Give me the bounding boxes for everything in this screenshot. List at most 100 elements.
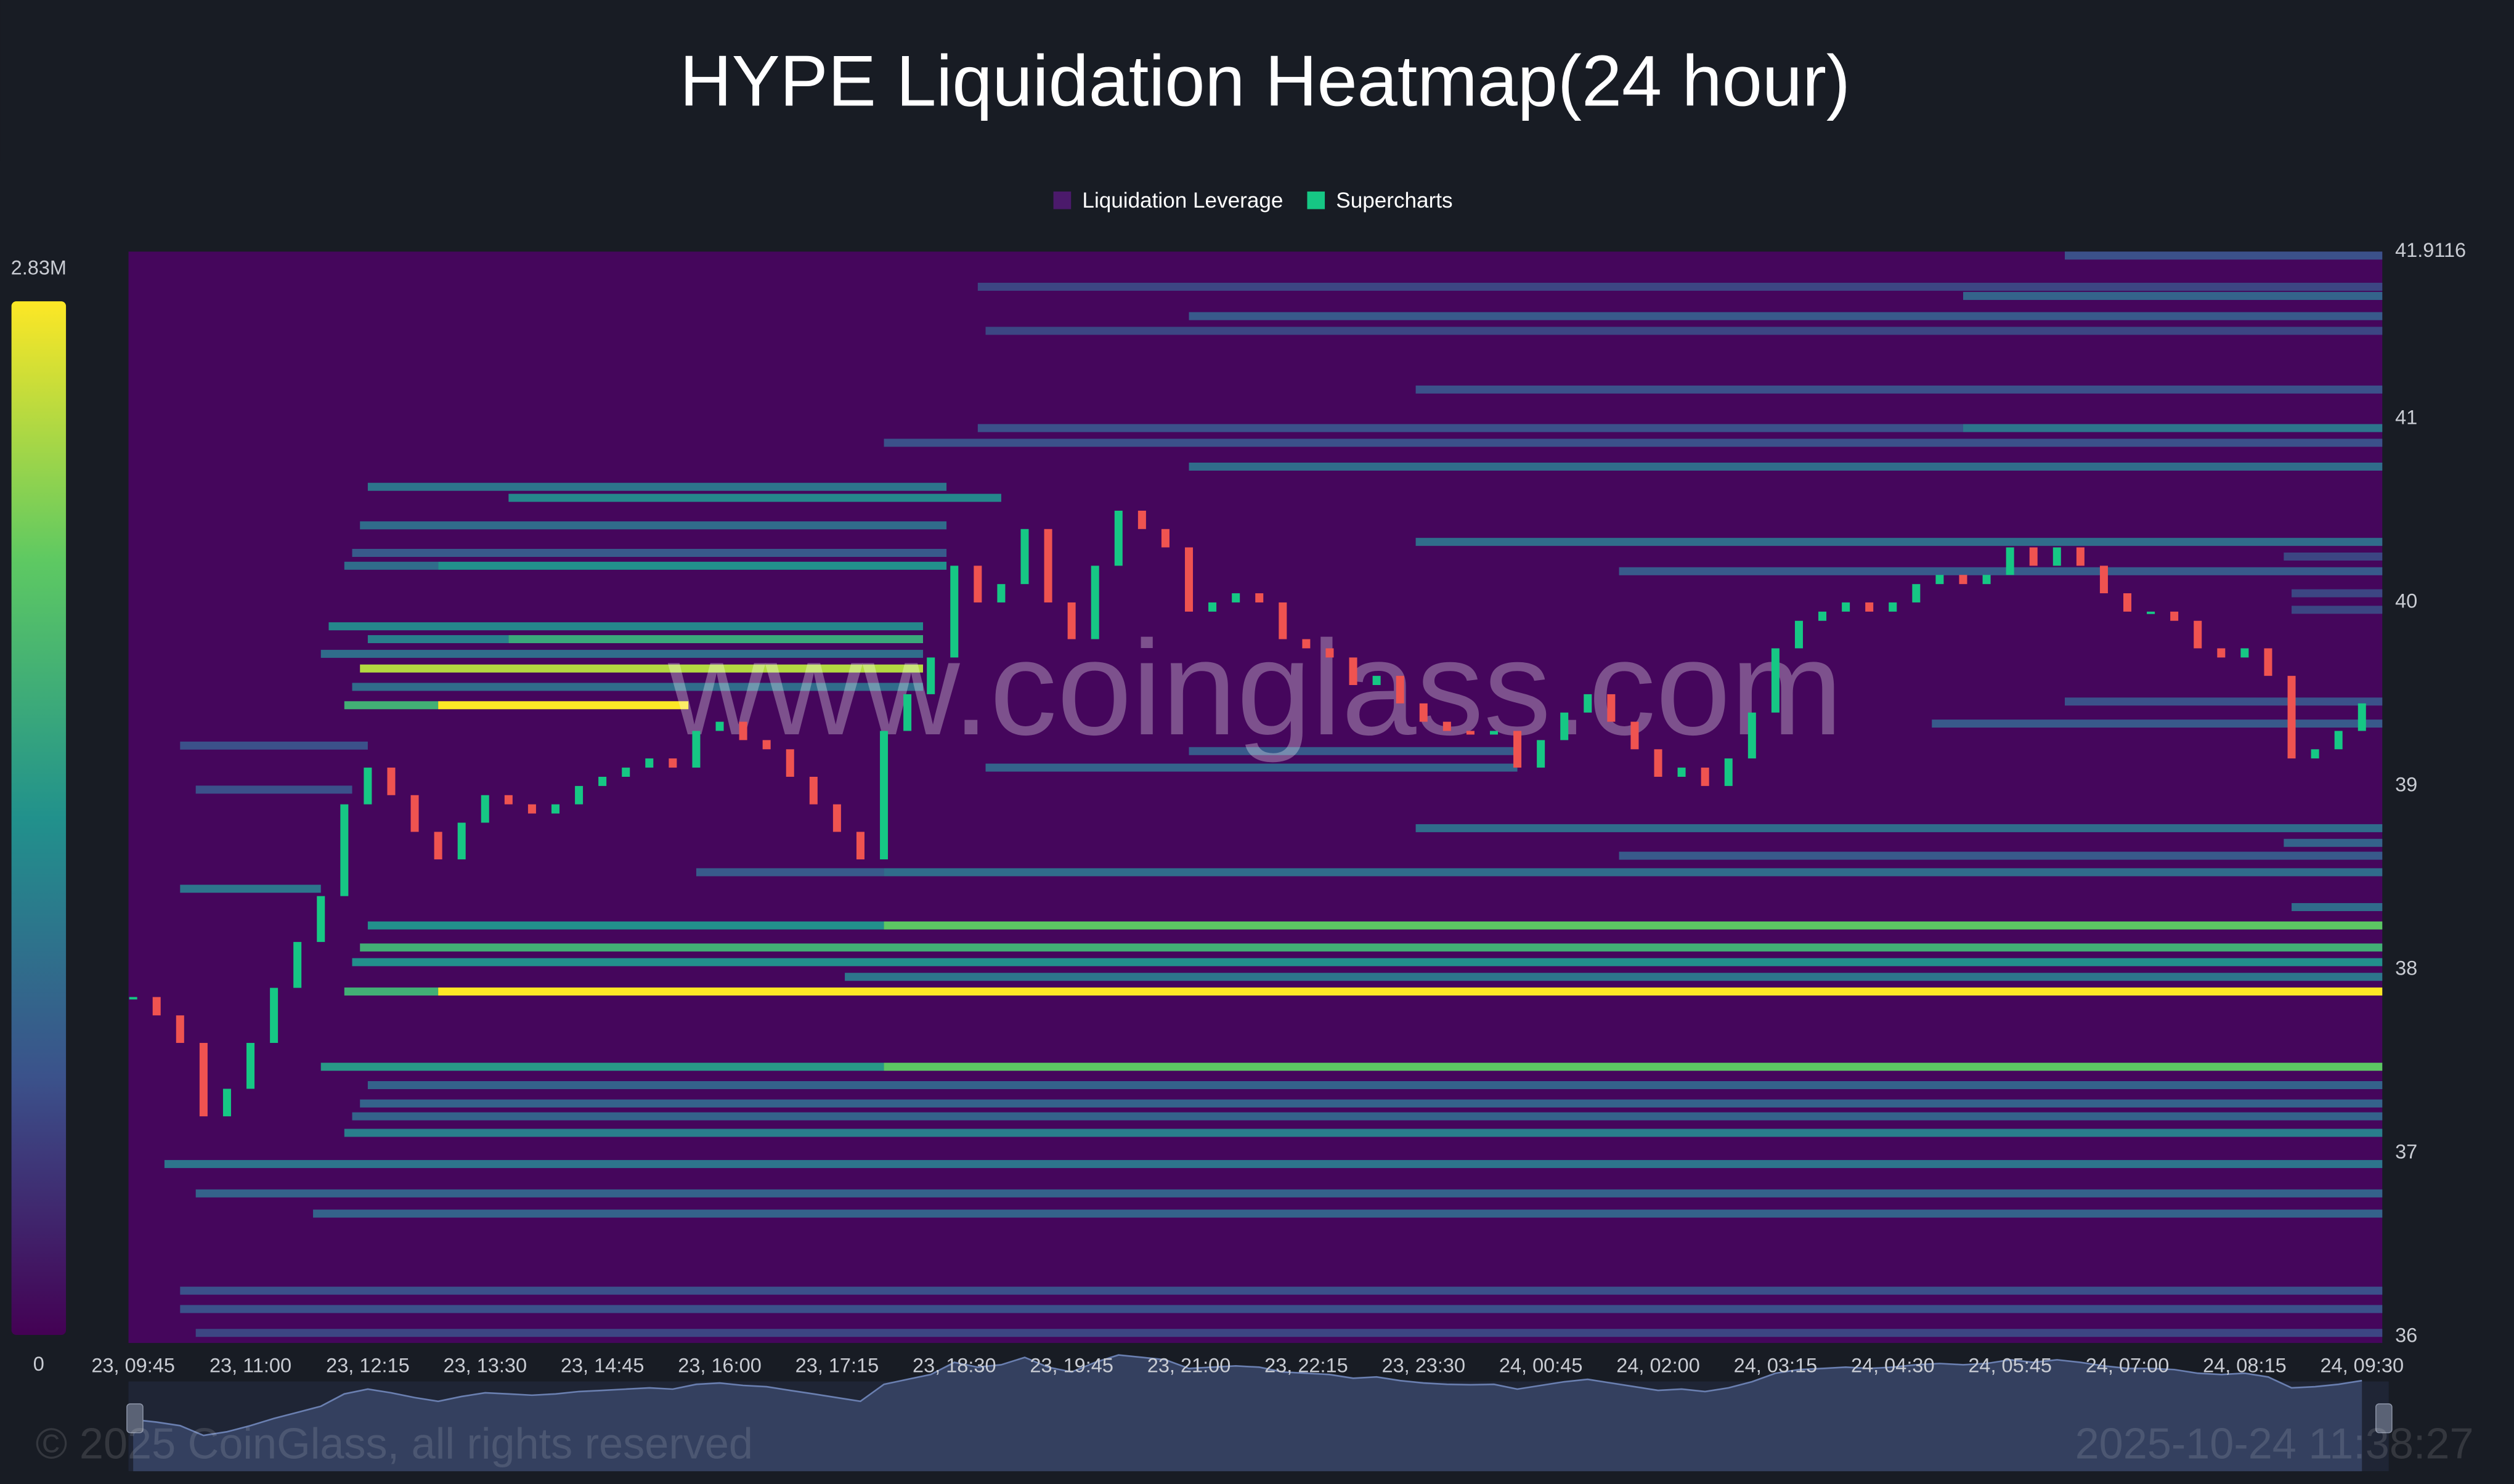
candle — [1889, 602, 1897, 612]
candle — [1466, 731, 1475, 735]
candle — [950, 566, 959, 658]
candle — [739, 721, 747, 740]
candle — [129, 997, 137, 1000]
x-tick-label: 23, 18:30 — [913, 1355, 996, 1377]
candle — [1607, 694, 1616, 722]
y-tick-label: 36 — [2395, 1324, 2417, 1346]
liquidation-band — [1963, 424, 2383, 432]
candle — [317, 896, 325, 943]
candle — [222, 1089, 231, 1117]
candle — [2170, 611, 2179, 621]
candle — [997, 584, 1006, 602]
candle — [1560, 712, 1569, 740]
candle — [176, 1015, 184, 1043]
candle — [2147, 611, 2155, 614]
candle — [2076, 547, 2085, 566]
candle — [856, 832, 864, 860]
x-tick-label: 24, 03:15 — [1734, 1355, 1818, 1377]
candle — [1020, 529, 1029, 585]
candle — [2334, 731, 2343, 750]
candle — [246, 1042, 255, 1089]
x-tick-label: 23, 09:45 — [91, 1355, 175, 1377]
candle — [832, 804, 841, 832]
y-tick-label: 38 — [2395, 957, 2417, 979]
liquidation-band — [2284, 838, 2383, 847]
candle — [434, 832, 442, 860]
liquidation-band — [438, 987, 2383, 996]
candle — [1724, 758, 1733, 786]
chart-title: HYPE Liquidation Heatmap(24 hour) — [680, 40, 1850, 121]
liquidation-band — [328, 622, 924, 631]
candle — [481, 795, 489, 823]
candle — [575, 785, 584, 805]
liquidation-band — [344, 1129, 2383, 1137]
navigator-handle[interactable] — [126, 1403, 144, 1433]
liquidation-band — [195, 1329, 2383, 1337]
liquidation-band — [313, 1209, 2383, 1218]
liquidation-band — [696, 868, 884, 877]
x-tick-label: 23, 13:30 — [444, 1355, 527, 1377]
liquidation-band — [1963, 291, 2383, 300]
candle — [622, 768, 630, 777]
candle — [1279, 602, 1287, 639]
candle — [457, 822, 466, 860]
liquidation-band — [1189, 312, 2383, 320]
candle — [1185, 547, 1194, 612]
liquidation-band — [344, 561, 439, 570]
liquidation-band — [1189, 747, 1518, 755]
x-tick-label: 24, 00:45 — [1499, 1355, 1583, 1377]
candle — [1044, 529, 1052, 602]
liquidation-band — [344, 987, 439, 996]
liquidation-band — [2284, 552, 2383, 561]
candle — [1208, 602, 1217, 612]
liquidation-band — [320, 649, 924, 658]
liquidation-band — [977, 424, 1963, 432]
navigator-line — [132, 1354, 2362, 1437]
legend-label: Liquidation Leverage — [1082, 189, 1283, 213]
colorbar-label: 2.83M — [11, 257, 67, 279]
x-tick-label: 24, 09:30 — [2320, 1355, 2404, 1377]
liquidation-band — [180, 1286, 2383, 1295]
candle — [1232, 593, 1240, 602]
candle — [2264, 648, 2272, 676]
candle — [2029, 547, 2038, 566]
candle — [1912, 584, 1921, 602]
candle — [1513, 731, 1522, 768]
navigator-handle[interactable] — [2375, 1403, 2393, 1433]
liquidation-band — [367, 482, 947, 491]
candle — [551, 804, 560, 814]
x-tick-label: 24, 07:00 — [2086, 1355, 2170, 1377]
candle — [715, 721, 724, 731]
x-tick-label: 23, 21:00 — [1147, 1355, 1231, 1377]
liquidation-band — [884, 439, 2383, 447]
candle — [1349, 657, 1357, 686]
candle — [1842, 602, 1850, 612]
liquidation-band — [1415, 538, 2383, 546]
candle — [598, 776, 607, 786]
liquidation-band — [2292, 589, 2383, 598]
candle — [2311, 749, 2319, 759]
candle — [1489, 731, 1498, 735]
candle — [1419, 703, 1428, 722]
liquidation-band — [1415, 385, 2383, 394]
liquidation-band — [2064, 697, 2383, 706]
watermark: www.coinglass.com — [667, 613, 1843, 763]
candle — [1372, 676, 1381, 686]
x-tick-label: 23, 23:30 — [1381, 1355, 1465, 1377]
plot-area — [128, 251, 2383, 1344]
candle — [1654, 749, 1662, 777]
candle — [809, 776, 818, 805]
liquidation-band — [180, 885, 321, 893]
y-tick-label: 39 — [2395, 773, 2417, 795]
y-tick-label: 41.9116 — [2395, 239, 2466, 261]
candle — [1137, 510, 1146, 529]
liquidation-band — [320, 1063, 884, 1071]
candle — [340, 804, 349, 896]
candle — [2240, 648, 2249, 658]
candle — [1396, 676, 1404, 703]
liquidation-band — [2292, 903, 2383, 912]
candle — [1747, 712, 1756, 759]
candle — [1865, 602, 1874, 612]
candle — [1701, 768, 1709, 786]
